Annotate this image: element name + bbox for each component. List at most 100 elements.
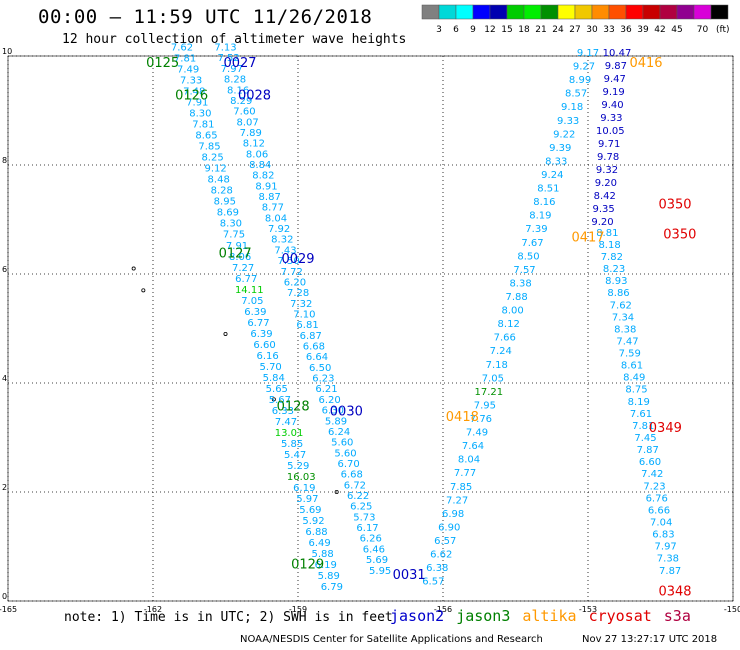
wave-height-value: 7.52: [218, 53, 240, 64]
wave-height-value: 9.27: [573, 62, 595, 73]
wave-height-value: 7.33: [180, 76, 202, 87]
map-subtitle: 12 hour collection of altimeter wave hei…: [62, 32, 407, 47]
wave-height-value: 6.22: [347, 491, 369, 502]
wave-height-value: 7.60: [233, 107, 255, 118]
wave-height-value: 6.60: [253, 340, 275, 351]
wave-height-value: 9.87: [605, 61, 627, 72]
wave-height-value: 6.50: [309, 363, 331, 374]
wave-height-value: 9.20: [591, 217, 613, 228]
y-tick-label: 0: [2, 592, 7, 601]
wave-height-value: 8.28: [224, 75, 246, 86]
wave-height-value: 7.38: [657, 554, 679, 565]
wave-height-value: 9.22: [553, 129, 575, 140]
wave-height-value: 6.20: [319, 395, 341, 406]
colorbar-label: 33: [603, 25, 614, 35]
wave-height-value: 6.21: [315, 384, 337, 395]
wave-height-value: 7.10: [293, 309, 315, 320]
satellite-legend: jason2 jason3 altika cryosat s3a: [390, 607, 703, 625]
wave-height-value: 8.50: [517, 251, 539, 262]
wave-height-value: 5.69: [366, 555, 388, 566]
pass-time-label: 0125: [146, 56, 179, 71]
wave-height-value: 6.90: [438, 522, 460, 533]
colorbar: 3 6 9 12 15 18 21 24 27 30 33 36 39 42 45 70 (ft): [421, 4, 730, 35]
pass-time-label: 0416: [629, 56, 662, 71]
wave-height-value: 8.57: [565, 89, 587, 100]
wave-height-value: 7.64: [462, 441, 484, 452]
wave-height-value: 6.77: [247, 318, 269, 329]
wave-height-value: 5.89: [318, 571, 340, 582]
wave-height-value: 6.64: [306, 352, 328, 363]
colorbar-label: 70: [697, 25, 709, 35]
wave-height-value: 8.07: [236, 117, 258, 128]
colorbar-label: 27: [569, 25, 580, 35]
wave-height-value: 5.95: [369, 566, 391, 577]
wave-height-value: 5.88: [312, 549, 334, 560]
wave-height-value: 7.27: [232, 263, 254, 274]
wave-height-value: 8.32: [271, 235, 293, 246]
wave-height-value: 8.30: [189, 109, 211, 120]
x-tick-label: -165: [0, 605, 17, 614]
wave-height-value: 6.72: [344, 480, 366, 491]
wave-height-value: 9.33: [600, 113, 622, 124]
wave-height-value: 5.97: [296, 494, 318, 505]
wave-height-value: 6.79: [321, 582, 343, 593]
wave-height-value: 8.93: [605, 276, 627, 287]
colorbar-label: 3: [436, 25, 442, 35]
wave-height-value: 7.50: [277, 256, 299, 267]
wave-height-value: 6.39: [244, 307, 266, 318]
wave-height-value: 8.82: [252, 171, 274, 182]
colorbar-label: 21: [535, 25, 546, 35]
wave-height-value: 8.91: [255, 181, 277, 192]
wave-height-value: 7.48: [183, 87, 205, 98]
colorbar-label: 6: [453, 25, 459, 35]
wave-height-value: 6.81: [296, 320, 318, 331]
wave-height-value: 7.97: [655, 542, 677, 553]
wave-height-value: 7.91: [226, 241, 248, 252]
y-tick-label: 4: [2, 374, 7, 383]
x-tick-label: -150: [724, 605, 740, 614]
island-marker: [223, 331, 228, 336]
wave-height-value: 9.32: [596, 165, 618, 176]
wave-height-value: 6.87: [300, 331, 322, 342]
pass-time-label: 0418: [446, 410, 479, 425]
wave-height-value: 8.12: [498, 319, 520, 330]
pass-time-label: 0027: [223, 56, 256, 71]
wave-height-value: 7.59: [619, 349, 641, 360]
wave-height-value: 9.12: [205, 164, 227, 175]
colorbar-label: 30: [586, 25, 598, 35]
wave-height-value: 7.72: [281, 267, 303, 278]
wave-height-value: 8.19: [628, 397, 650, 408]
wave-height-value: 5.47: [284, 450, 306, 461]
wave-height-value: 6.26: [360, 534, 382, 545]
wave-height-value: 8.49: [623, 373, 645, 384]
wave-height-value: 5.89: [325, 416, 347, 427]
wave-height-value: 7.42: [641, 469, 663, 480]
wave-height-value: 8.48: [208, 175, 230, 186]
wave-height-value: 7.28: [287, 288, 309, 299]
wave-height-value: 7.92: [268, 224, 290, 235]
wave-height-value: 7.87: [637, 445, 659, 456]
wave-height-value: 6.66: [648, 505, 670, 516]
wave-height-value: 7.75: [223, 230, 245, 241]
wave-height-value: 7.45: [634, 433, 656, 444]
island-marker: [271, 397, 276, 402]
wave-height-value: 6.49: [308, 538, 330, 549]
colorbar-label: 18: [518, 25, 530, 35]
wave-height-value: 6.30: [322, 406, 344, 417]
wave-height-value: 8.18: [598, 240, 620, 251]
wave-height-value: 8.75: [625, 385, 647, 396]
island-marker: [334, 489, 339, 494]
wave-height-value: 6.83: [652, 530, 674, 541]
wave-height-value: 6.33: [272, 406, 294, 417]
wave-height-value: 7.13: [214, 43, 236, 54]
y-tick-label: 10: [2, 47, 12, 56]
wave-height-value: 9.18: [561, 102, 583, 113]
y-tick-label: 8: [2, 156, 7, 165]
wave-height-value: 7.34: [612, 312, 634, 323]
generation-timestamp: Nov 27 13:27:17 UTC 2018: [582, 634, 718, 645]
x-tick-label: -162: [144, 605, 162, 614]
wave-height-value: 5.70: [260, 362, 282, 373]
wave-height-value: 5.67: [269, 395, 291, 406]
wave-height-value: 8.04: [265, 213, 287, 224]
pass-time-label: 0030: [330, 405, 363, 420]
